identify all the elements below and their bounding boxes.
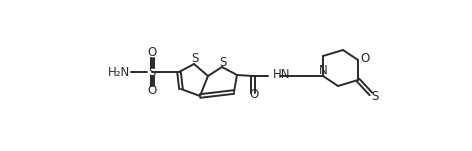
Text: S: S xyxy=(191,53,199,66)
Text: O: O xyxy=(147,47,157,59)
Text: O: O xyxy=(361,53,370,66)
Text: S: S xyxy=(371,90,379,103)
Text: H₂N: H₂N xyxy=(108,66,130,79)
Text: S: S xyxy=(148,66,156,79)
Text: N: N xyxy=(319,64,328,77)
Text: O: O xyxy=(147,85,157,98)
Text: HN: HN xyxy=(273,69,290,82)
Text: S: S xyxy=(219,56,227,69)
Text: O: O xyxy=(249,88,259,101)
